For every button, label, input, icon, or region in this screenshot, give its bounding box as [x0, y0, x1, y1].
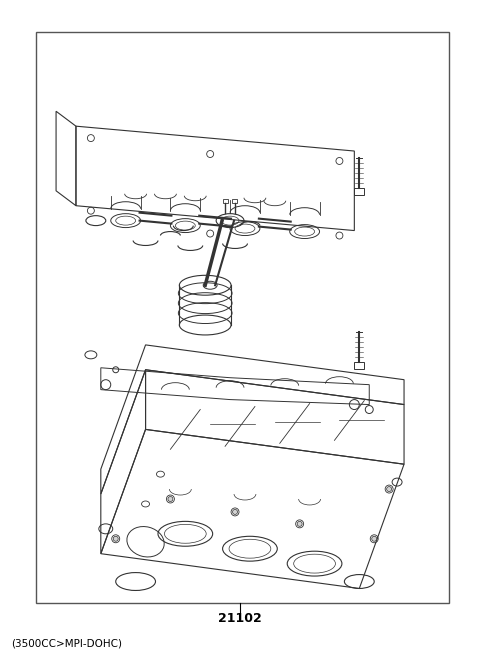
Bar	[223, 198, 228, 203]
Text: 21102: 21102	[218, 612, 262, 625]
Circle shape	[168, 496, 173, 502]
Bar	[354, 188, 364, 195]
Circle shape	[387, 487, 392, 491]
Text: (3500CC>MPI-DOHC): (3500CC>MPI-DOHC)	[12, 638, 122, 648]
Circle shape	[232, 510, 238, 514]
Circle shape	[113, 536, 118, 541]
Circle shape	[372, 536, 377, 541]
Circle shape	[297, 521, 302, 527]
Bar	[354, 362, 364, 369]
Bar	[36, 31, 449, 603]
Bar	[232, 198, 237, 203]
